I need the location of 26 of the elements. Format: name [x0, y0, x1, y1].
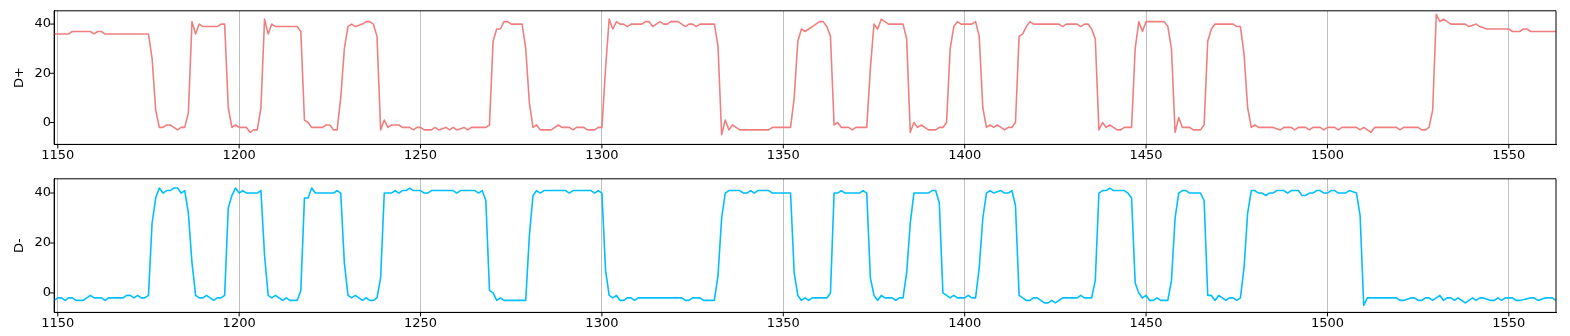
y-tick-label: 0	[42, 284, 52, 300]
y-tick-label: 20	[34, 64, 52, 80]
x-tick-label: 1250	[403, 314, 438, 330]
y-axis-title: D-	[11, 237, 27, 253]
x-tick-label: 1200	[222, 146, 256, 162]
x-tick-label: 1250	[403, 146, 438, 162]
x-tick-label: 1300	[585, 314, 619, 330]
y-tick-label: 40	[34, 15, 52, 31]
x-tick-label: 1350	[766, 146, 800, 162]
x-tick-label: 1500	[1310, 146, 1344, 162]
y-tick-label: 40	[34, 184, 52, 200]
x-tick-label: 1200	[222, 314, 256, 330]
x-tick-label: 1400	[948, 314, 982, 330]
x-tick-label: 1400	[948, 146, 982, 162]
x-tick-label: 1300	[585, 146, 619, 162]
y-axis-title: D+	[11, 67, 27, 89]
x-tick-label: 1450	[1129, 314, 1163, 330]
y-tick-label: 0	[42, 113, 52, 129]
x-tick-label: 1350	[766, 314, 800, 330]
y-tick-label: 20	[34, 234, 52, 250]
x-tick-label: 1550	[1492, 314, 1526, 330]
x-tick-label: 1150	[41, 314, 75, 330]
x-tick-label: 1450	[1129, 146, 1163, 162]
x-tick-label: 1550	[1492, 146, 1526, 162]
x-tick-label: 1500	[1310, 314, 1344, 330]
x-tick-label: 1150	[41, 146, 75, 162]
